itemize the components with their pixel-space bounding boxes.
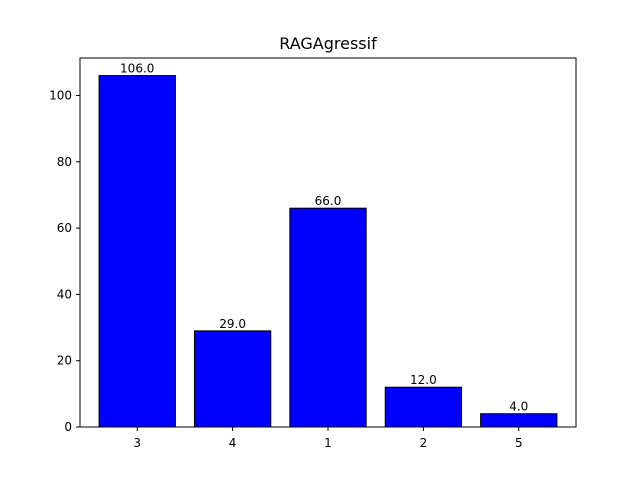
y-tick-label-20: 20 xyxy=(57,354,72,368)
bar-1 xyxy=(289,207,367,428)
data-label-4: 29.0 xyxy=(219,317,246,331)
chart-title: RAGAgressif xyxy=(279,34,377,53)
y-tick-label-40: 40 xyxy=(57,287,72,301)
data-label-1: 66.0 xyxy=(315,194,342,208)
bar-5 xyxy=(480,413,558,428)
y-tick-label-60: 60 xyxy=(57,221,72,235)
x-tick-label-3: 3 xyxy=(133,436,141,450)
bars-layer: 106.0 29.0 66.0 12.0 4.0 xyxy=(98,62,558,428)
axes-layer: 0 20 40 60 80 100 3 4 1 2 5 xyxy=(49,57,577,450)
data-label-3: 106.0 xyxy=(120,62,154,76)
y-tick-label-0: 0 xyxy=(64,420,72,434)
bar-2 xyxy=(384,386,463,428)
data-label-5: 4.0 xyxy=(509,400,528,414)
bar-3 xyxy=(98,75,176,428)
x-tick-label-5: 5 xyxy=(515,436,523,450)
x-tick-label-2: 2 xyxy=(420,436,428,450)
bar-4 xyxy=(193,330,272,428)
x-tick-label-4: 4 xyxy=(229,436,237,450)
y-tick-label-100: 100 xyxy=(49,88,72,102)
x-tick-label-1: 1 xyxy=(324,436,332,450)
y-tick-label-80: 80 xyxy=(57,155,72,169)
data-label-2: 12.0 xyxy=(410,373,437,387)
